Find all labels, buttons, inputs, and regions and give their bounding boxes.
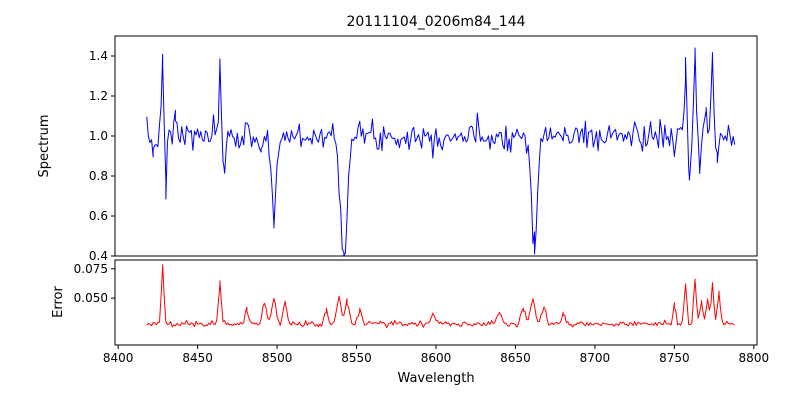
x-tick-label: 8750 [659,351,690,365]
spectrum-axes-frame [114,35,758,257]
error-axes-frame [114,259,758,346]
spectrum-y-tick-label: 0.4 [89,249,108,263]
spectrum-y-axis-label: Spectrum [37,115,52,178]
x-tick-label: 8800 [739,351,770,365]
spectrum-line-series [146,47,736,257]
x-tick-label: 8700 [580,351,611,365]
spectrum-y-tick-label: 0.6 [89,209,108,223]
chart-title: 20111104_0206m84_144 [346,14,525,30]
error-y-tick-label: 0.075 [74,262,108,276]
spectrum-y-tick-label: 1.2 [89,89,108,103]
axes-layer: 0.4 0.6 0.8 1.0 1.2 1.4 0.050 0.075 8400 8450 8500… [74,35,770,365]
error-y-tick-label: 0.050 [74,291,108,305]
x-tick-label: 8650 [500,351,531,365]
spectrum-y-tick-label: 1.4 [89,49,108,63]
x-axis-label: Wavelength [397,371,474,386]
x-tick-label: 8400 [103,351,134,365]
x-tick-label: 8450 [182,351,213,365]
spectrum-y-tick-label: 1.0 [89,129,108,143]
x-tick-label: 8600 [421,351,452,365]
error-y-axis-label: Error [51,286,66,318]
x-tick-label: 8500 [262,351,293,365]
error-line-series [146,264,736,329]
spectrum-y-tick-label: 0.8 [89,169,108,183]
x-tick-label: 8550 [341,351,372,365]
